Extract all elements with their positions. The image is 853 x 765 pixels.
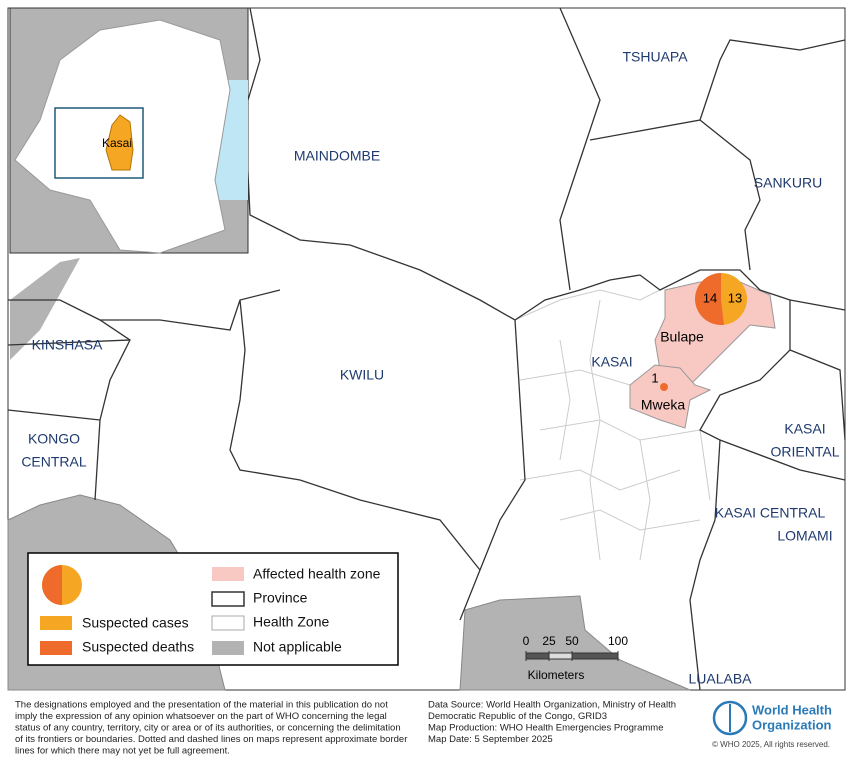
scale-tick-label: 50: [565, 634, 579, 648]
scale-tick-label: 100: [608, 634, 628, 648]
zone-label: Bulape: [660, 329, 704, 345]
province-label: KASAI: [591, 354, 632, 370]
province-label: KASAI CENTRAL: [715, 505, 826, 521]
legend-swatch: [40, 641, 72, 655]
legend-label: Suspected cases: [82, 615, 189, 631]
not-applicable-area: [10, 258, 80, 360]
province-label: KONGO: [28, 431, 80, 447]
scale-segment: [525, 652, 550, 660]
scale-tick-label: 0: [523, 634, 530, 648]
province-line: [459, 319, 526, 621]
disclaimer-line: lines for which there may not yet be ful…: [15, 746, 230, 757]
logo-emblem: [712, 700, 748, 736]
province-label: MAINDOMBE: [294, 148, 380, 164]
disclaimer-line: of its frontiers or boundaries. Dotted a…: [15, 734, 407, 745]
pie-cases: [721, 273, 748, 325]
inset-kasai: [105, 114, 134, 171]
disclaimer-line: imply the expression of any opinion what…: [15, 711, 387, 722]
province-label: ORIENTAL: [771, 444, 840, 460]
legend-swatch: [40, 616, 72, 630]
source-line: Map Date: 5 September 2025: [428, 734, 553, 745]
legend-pie-icon: [42, 565, 62, 605]
province-label: SANKURU: [754, 175, 822, 191]
scale-tick-label: 25: [542, 634, 556, 648]
legend-label: Affected health zone: [253, 566, 381, 582]
health-zone-line: [514, 289, 711, 561]
deaths-label: 1: [651, 370, 658, 385]
disclaimer-line: The designations employed and the presen…: [15, 700, 388, 711]
zone-label: Mweka: [641, 397, 686, 413]
who-logo: [712, 700, 748, 736]
province-line: [559, 7, 846, 481]
not-applicable-area: [459, 595, 691, 691]
inset-extent: [54, 107, 144, 179]
scale-segment: [548, 652, 573, 660]
scale-unit: Kilometers: [528, 668, 585, 682]
source-line: Democratic Republic of the Congo, GRID3: [428, 711, 607, 722]
legend-swatch: [212, 641, 244, 655]
province-boundaries: [7, 7, 846, 691]
legend-swatch: [211, 591, 245, 607]
health-zones: [514, 289, 711, 561]
legend-label: Province: [253, 590, 308, 606]
affected-zone: [629, 364, 712, 429]
inset-map: Kasai: [9, 7, 249, 254]
province-label: KASAI: [784, 421, 825, 437]
source-line: Data Source: World Health Organization, …: [428, 700, 676, 711]
inset-label: Kasai: [102, 136, 132, 150]
deaths-label: 14: [703, 290, 717, 305]
legend-label: Suspected deaths: [82, 639, 194, 655]
legend-swatch: [211, 615, 245, 631]
province-label: KINSHASA: [32, 337, 103, 353]
cases-label: 13: [728, 290, 742, 305]
province-label: LOMAMI: [777, 528, 832, 544]
province-line: [7, 289, 481, 571]
source-line: Map Production: WHO Health Emergencies P…: [428, 723, 663, 734]
province-label: KWILU: [340, 367, 384, 383]
pie-deaths: [695, 273, 725, 325]
province-label: TSHUAPA: [622, 49, 688, 65]
legend-swatch: [212, 567, 244, 581]
province-label: LUALABA: [688, 671, 752, 687]
legend-label: Not applicable: [253, 639, 342, 655]
death-dot: [660, 383, 668, 391]
legend-label: Health Zone: [253, 614, 329, 630]
disclaimer-line: status of any country, territory, city o…: [15, 723, 401, 734]
province-line: [244, 7, 791, 691]
org-name: Organization: [752, 717, 832, 732]
scale-segment: [571, 652, 619, 660]
province-label: CENTRAL: [21, 454, 87, 470]
org-name: World Health: [752, 702, 832, 717]
copyright: © WHO 2025, All rights reserved.: [712, 740, 830, 749]
